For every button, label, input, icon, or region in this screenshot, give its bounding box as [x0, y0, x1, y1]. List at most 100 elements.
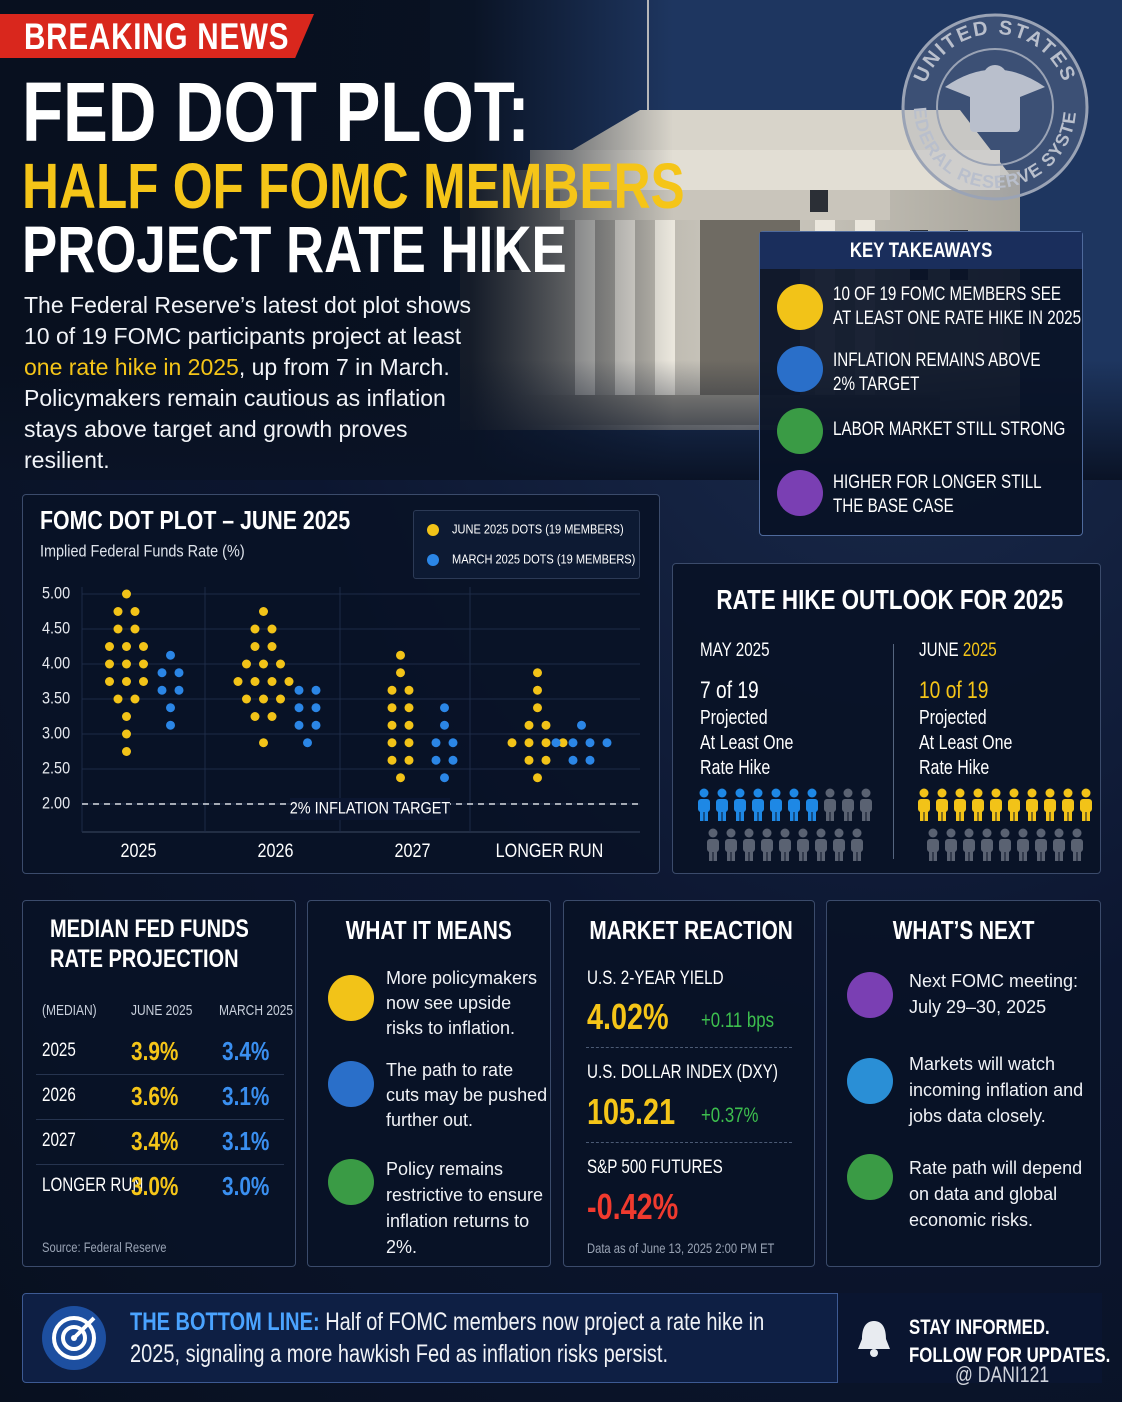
dot	[524, 720, 534, 730]
person-icon	[1026, 788, 1038, 821]
dot	[311, 720, 321, 730]
dot	[166, 703, 175, 713]
person-icon	[963, 828, 975, 861]
person-head	[1027, 788, 1037, 798]
person-head	[1072, 828, 1082, 838]
bottom-line-label: THE BOTTOM LINE:	[130, 1308, 320, 1336]
dot	[404, 738, 414, 748]
market-change: +0.37%	[701, 1104, 759, 1127]
person-icon	[725, 828, 737, 861]
y-tick-label: 2.00	[42, 794, 70, 812]
person-leg	[929, 851, 933, 861]
person-icon	[1053, 828, 1065, 861]
rate-outlook-panel: RATE HIKE OUTLOOK FOR 2025	[672, 563, 1101, 874]
takeaway: 10 OF 19 FOMC MEMBERS SEE	[833, 284, 1062, 305]
dot	[122, 642, 131, 651]
icon	[328, 1159, 374, 1205]
dot	[130, 607, 140, 616]
person-body	[1035, 839, 1047, 852]
dot	[551, 738, 561, 748]
person-leg	[1086, 811, 1090, 821]
person-body	[1071, 839, 1083, 852]
dot	[113, 624, 123, 634]
person-icon	[842, 788, 854, 821]
person-icon	[990, 788, 1002, 821]
dot	[284, 677, 294, 686]
person-icon	[954, 788, 966, 821]
person-leg	[1037, 851, 1041, 861]
person-icon	[824, 788, 836, 821]
table-row-label: 2025	[42, 1040, 76, 1061]
person-icon	[1017, 828, 1029, 861]
person-body	[1053, 839, 1065, 852]
seal: UNITED STATES FEDERAL RESERVE SYSTEM	[900, 12, 1089, 201]
dot	[105, 642, 114, 651]
dot	[250, 712, 260, 721]
outlook-text: Rate Hike	[700, 757, 771, 779]
note: Data as of June 13, 2025 2:00 PM ET	[587, 1240, 775, 1256]
y-axis-label: Implied Federal Funds Rate (%)	[40, 542, 245, 560]
person-icon	[770, 788, 782, 821]
person-leg	[839, 851, 843, 861]
dot	[440, 703, 449, 713]
y-tick-label: 5.00	[42, 584, 70, 602]
person-leg	[704, 811, 708, 821]
person-body	[806, 799, 818, 812]
title-line: FED DOT PLOT:	[22, 65, 530, 159]
person-leg	[758, 811, 762, 821]
dot	[105, 659, 114, 669]
person-body	[1026, 799, 1038, 812]
person-leg	[1032, 811, 1036, 821]
dot	[105, 677, 114, 686]
person-icon	[833, 828, 845, 861]
person-leg	[772, 811, 776, 821]
person-body	[725, 839, 737, 852]
person-head	[1081, 788, 1091, 798]
panel-title: RATE HIKE OUTLOOK FOR 2025	[716, 584, 1064, 615]
table-row-label: 2026	[42, 1085, 84, 1107]
icon	[847, 972, 893, 1018]
person-leg	[749, 851, 753, 861]
table-value: 3.9%	[131, 1036, 190, 1067]
person-body	[851, 839, 863, 852]
dot	[139, 642, 148, 651]
intro-highlight: one rate hike in 2025	[24, 354, 239, 380]
person-leg	[781, 851, 785, 861]
table-value: 3.4%	[131, 1126, 190, 1157]
dot	[267, 712, 277, 721]
panel-title: MARKET REACTION	[589, 915, 793, 945]
person-body	[1080, 799, 1092, 812]
outlook-count: 10 of 19	[919, 677, 989, 704]
person-leg	[862, 811, 866, 821]
person-body	[788, 799, 800, 812]
person-leg	[740, 811, 744, 821]
person-head	[1018, 828, 1028, 838]
person-leg	[727, 851, 731, 861]
table-row-label: 2025	[42, 1040, 84, 1062]
person-head	[982, 828, 992, 838]
person-body	[1062, 799, 1074, 812]
person-leg	[992, 811, 996, 821]
person-icon	[734, 788, 746, 821]
outlook-year: 2025	[962, 640, 997, 661]
person-leg	[1041, 851, 1045, 861]
person-leg	[1014, 811, 1018, 821]
table-row-label: 2027	[42, 1130, 84, 1152]
table-header: (MEDIAN)	[42, 1002, 97, 1019]
person-icon	[806, 788, 818, 821]
person-leg	[974, 811, 978, 821]
x-tick-label: 2026	[258, 840, 294, 862]
person-icon	[788, 788, 800, 821]
table-value: 3.1%	[222, 1126, 281, 1157]
person-head	[735, 788, 745, 798]
dot	[448, 755, 458, 765]
person-leg	[960, 811, 964, 821]
person-body	[797, 839, 809, 852]
x-tick-label: LONGER RUN	[496, 840, 604, 862]
person-head	[973, 788, 983, 798]
person-head	[937, 788, 947, 798]
person-leg	[1068, 811, 1072, 821]
dot	[387, 755, 397, 765]
person-leg	[835, 851, 839, 861]
table-value: 3.0%	[131, 1171, 179, 1201]
